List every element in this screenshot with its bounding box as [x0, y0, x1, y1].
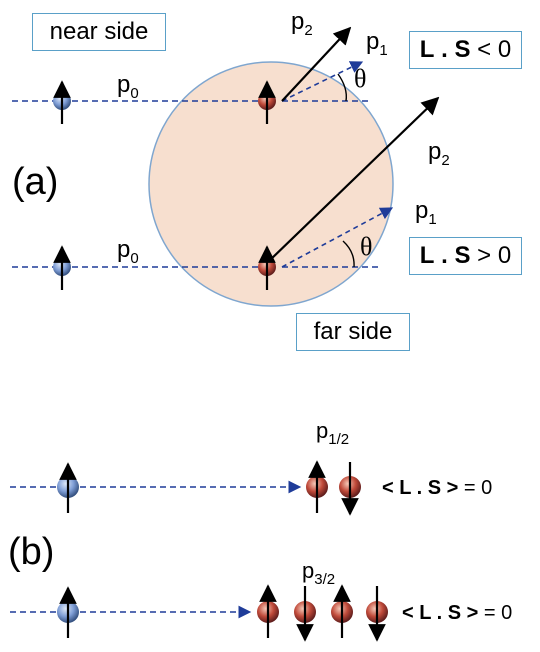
theta-label-near: θ [354, 64, 367, 93]
p12-state-label: p1/2 [316, 418, 350, 448]
far-side-label: far side [313, 318, 393, 345]
bound-particle-near [258, 80, 276, 124]
part-b-label: (b) [8, 531, 55, 573]
p2-label-far: p2 [428, 138, 450, 169]
bound-particle-p12-up [306, 460, 328, 513]
bound-particle-p32-1-up [257, 584, 279, 638]
p1-arrow-far [281, 207, 394, 268]
bound-particle-p32-2-down [294, 586, 316, 642]
bound-particle-p32-4-down [366, 586, 388, 642]
theta-arc-near [337, 73, 348, 102]
incident-particle-far [53, 245, 71, 290]
ls-positive-box: L . S > 0 [409, 237, 522, 275]
p2-arrow-far [267, 96, 440, 263]
bound-particle-p32-3-up [331, 584, 353, 638]
p2-arrow-near [281, 26, 352, 102]
bound-particle-p12-down [339, 462, 361, 516]
bound-particle-far [258, 245, 276, 290]
incident-particle-p12 [57, 462, 79, 513]
p1-label-near: p1 [366, 28, 388, 59]
ls-negative-box: L . S < 0 [409, 31, 522, 69]
ls-expectation-p12: < L . S > = 0 [382, 477, 493, 499]
part-a-label: (a) [12, 161, 59, 203]
ls-expectation-p32: < L . S > = 0 [402, 602, 513, 624]
p1-label-far: p1 [415, 197, 437, 228]
p0-label-near: p0 [117, 71, 139, 102]
nucleus [148, 61, 394, 307]
incident-particle-p32 [57, 586, 79, 638]
theta-arc-far [342, 240, 355, 268]
p0-label-far: p0 [117, 236, 139, 267]
near-side-label: near side [49, 18, 149, 45]
p32-state-label: p3/2 [302, 558, 336, 588]
near-side-box: near side [32, 13, 166, 51]
theta-label-far: θ [360, 232, 373, 261]
far-side-box: far side [296, 313, 410, 351]
incident-particle-near [53, 80, 71, 124]
p2-label-near: p2 [291, 8, 313, 39]
p1-arrow-near [281, 61, 364, 102]
